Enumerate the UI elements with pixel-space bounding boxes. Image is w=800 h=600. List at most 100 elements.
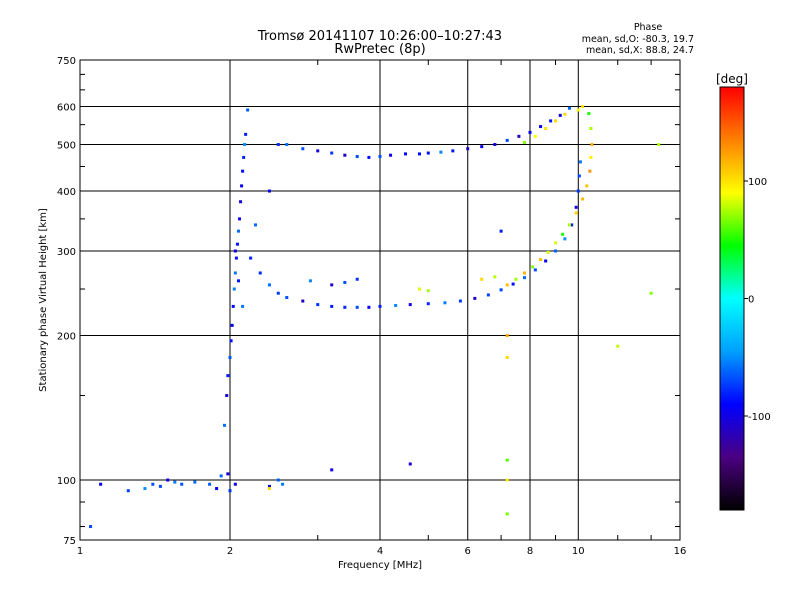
o-mode-echo-point <box>553 249 557 253</box>
o-mode-echo-point <box>229 339 233 343</box>
o-mode-echo-point <box>158 484 162 488</box>
x-mode-echo-point <box>581 105 585 109</box>
x-mode-echo-point <box>493 275 497 279</box>
colorbar-tick-label: -100 <box>748 412 771 423</box>
o-mode-echo-point <box>466 147 470 151</box>
x-tick-label: 1 <box>77 546 83 557</box>
o-mode-echo-point <box>226 374 230 378</box>
o-mode-echo-point <box>173 480 177 484</box>
o-mode-echo-point <box>567 106 571 110</box>
o-mode-echo-point <box>301 147 305 151</box>
o-mode-echo-point <box>439 150 443 154</box>
x-mode-echo-point <box>417 287 421 291</box>
o-mode-echo-point <box>89 525 93 529</box>
y-axis-label: Stationary phase Virtual Height [km] <box>38 208 49 392</box>
o-mode-echo-point <box>389 153 393 157</box>
o-mode-echo-point <box>231 304 235 308</box>
o-mode-echo-point <box>355 155 359 159</box>
o-mode-echo-point <box>505 138 509 142</box>
o-mode-echo-point <box>276 291 280 295</box>
o-mode-echo-point <box>355 305 359 309</box>
y-tick-label: 750 <box>57 56 76 67</box>
o-mode-echo-point <box>493 143 497 147</box>
o-mode-echo-point <box>193 480 197 484</box>
o-mode-echo-point <box>426 151 430 155</box>
o-mode-echo-point <box>208 482 212 486</box>
chart-subtitle: RwPretec (8p) <box>334 42 425 57</box>
o-mode-echo-point <box>549 119 553 123</box>
x-tick-label: 4 <box>377 546 383 557</box>
x-mode-echo-point <box>505 355 509 359</box>
o-mode-echo-point <box>276 143 280 147</box>
o-mode-echo-point <box>558 113 562 117</box>
o-mode-echo-point <box>330 151 334 155</box>
x-tick-label: 6 <box>465 546 471 557</box>
x-tick-label: 2 <box>227 546 233 557</box>
o-mode-echo-point <box>330 304 334 308</box>
y-tick-label: 400 <box>57 187 76 198</box>
o-mode-echo-point <box>226 472 230 476</box>
x-mode-echo-point <box>505 283 509 287</box>
x-mode-echo-point <box>567 223 571 227</box>
x-mode-echo-point <box>576 108 580 112</box>
o-mode-echo-point <box>563 237 567 241</box>
x-mode-echo-point <box>505 478 509 482</box>
o-mode-echo-point <box>249 256 253 260</box>
o-mode-echo-point <box>236 279 240 283</box>
stats-line-x: mean, sd,X: 88.8, 24.7 <box>586 45 694 56</box>
o-mode-echo-point <box>458 299 462 303</box>
x-mode-echo-point <box>561 232 565 236</box>
o-mode-echo-point <box>238 217 242 221</box>
o-mode-echo-point <box>426 302 430 306</box>
o-mode-echo-point <box>246 108 250 112</box>
o-mode-echo-point <box>378 155 382 159</box>
o-mode-echo-point <box>378 304 382 308</box>
y-axis-ticks: 75 100 200 300 400 500 600 750 <box>57 56 680 547</box>
o-mode-echo-point <box>223 423 227 427</box>
o-mode-echo-point <box>576 189 580 193</box>
o-mode-echo-point <box>316 303 320 307</box>
o-mode-echo-point <box>343 305 347 309</box>
o-mode-echo-point <box>544 259 548 263</box>
o-mode-echo-point <box>236 229 240 233</box>
o-mode-echo-point <box>233 271 237 275</box>
o-mode-echo-point <box>523 276 527 280</box>
o-mode-echo-point <box>267 484 271 488</box>
x-mode-echo-point <box>480 277 484 281</box>
o-mode-echo-point <box>240 184 244 188</box>
o-mode-echo-point <box>570 223 574 227</box>
o-mode-echo-point <box>499 288 503 292</box>
x-mode-echo-point <box>514 277 518 281</box>
x-mode-echo-point <box>587 112 591 116</box>
x-mode-echo-point <box>553 119 557 123</box>
o-mode-echo-point <box>574 205 578 209</box>
x-mode-echo-point <box>589 126 593 130</box>
o-mode-echo-point <box>330 283 334 287</box>
grid-lines <box>80 60 680 540</box>
o-mode-echo-point <box>233 249 237 253</box>
o-mode-echo-point <box>417 152 421 156</box>
x-mode-echo-point <box>539 258 543 262</box>
stats-title: Phase <box>634 22 663 33</box>
o-mode-echo-point <box>281 482 285 486</box>
o-mode-echo-point <box>215 487 219 491</box>
y-tick-label: 300 <box>57 247 76 258</box>
o-mode-echo-point <box>408 462 412 466</box>
o-mode-echo-point <box>528 130 532 134</box>
x-mode-echo-point <box>505 334 509 338</box>
o-mode-echo-point <box>517 134 521 138</box>
x-mode-echo-point <box>585 184 589 188</box>
x-mode-echo-point <box>544 126 548 130</box>
x-mode-echo-point <box>590 143 594 147</box>
x-mode-echo-point <box>616 344 620 348</box>
o-mode-echo-point <box>232 287 236 291</box>
x-mode-echo-point <box>523 140 527 144</box>
y-tick-label: 200 <box>57 332 76 343</box>
o-mode-echo-point <box>367 155 371 159</box>
x-tick-label: 10 <box>572 546 585 557</box>
o-mode-echo-point <box>355 277 359 281</box>
colorbar-tick-label: 0 <box>748 295 754 306</box>
x-mode-echo-point <box>505 512 509 516</box>
x-mode-echo-point <box>531 265 535 269</box>
